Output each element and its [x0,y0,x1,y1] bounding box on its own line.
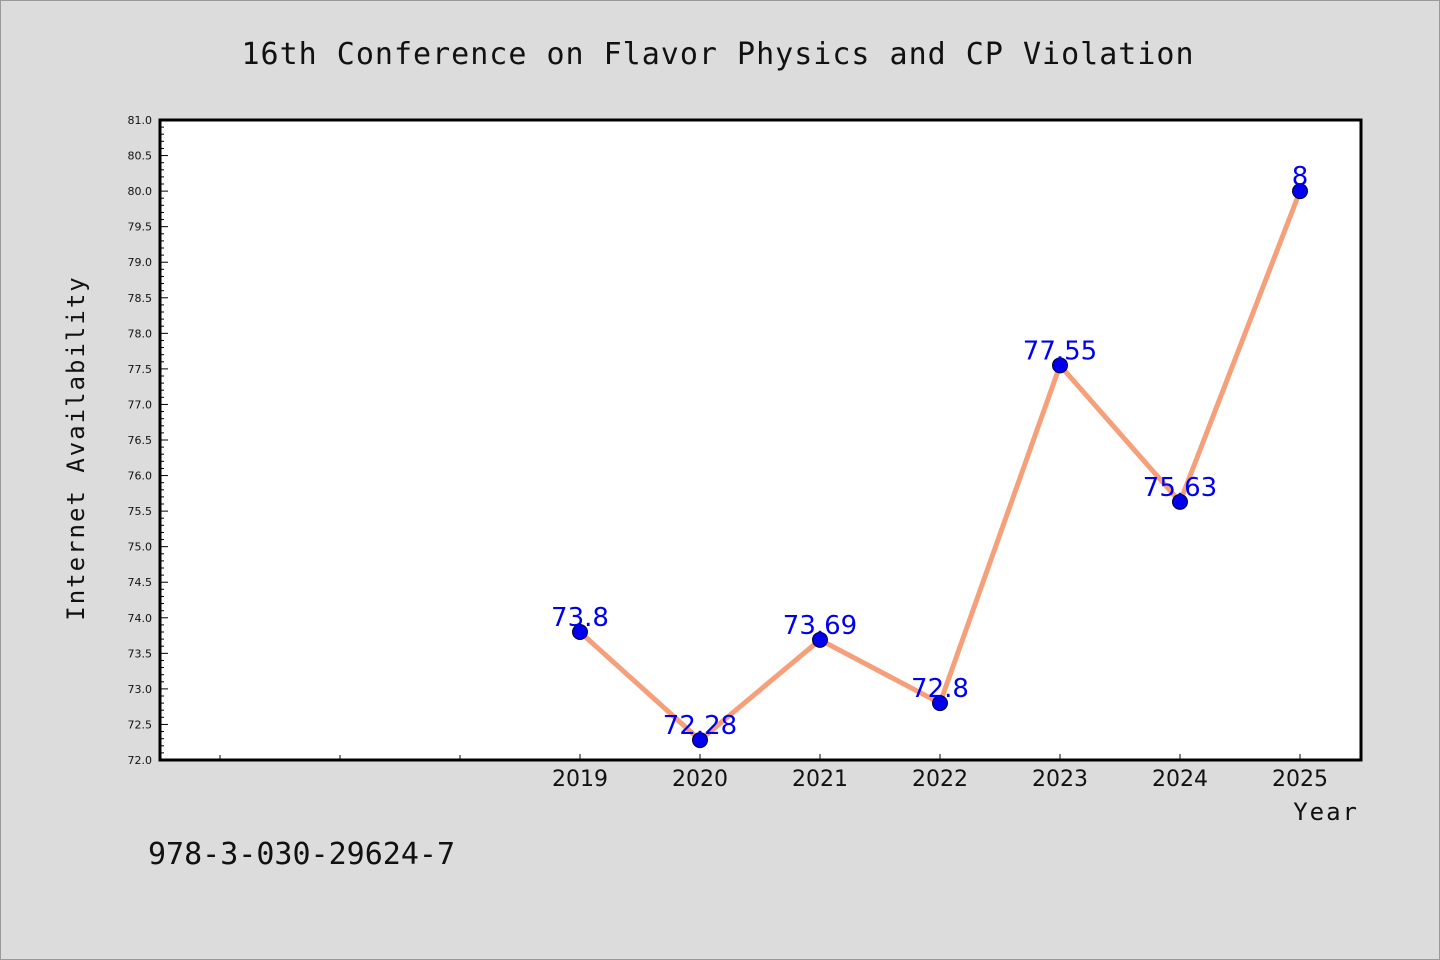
x-axis: 2019 2020 2021 2022 2023 2024 2025 [219,754,1328,792]
x-tick-label: 2022 [912,767,968,792]
data-point-marker [932,695,948,712]
x-tick-label: 2023 [1032,767,1088,792]
x-tick-label: 2024 [1152,767,1208,792]
data-labels: 73.8 72.28 73.69 72.8 77.55 75.63 8 [551,162,1308,741]
y-tick-label: 77.5 [128,363,153,376]
x-axis-label: Year [1293,798,1359,826]
data-label: 72.8 [911,674,969,704]
data-point-marker [572,624,588,640]
data-point-marker [1052,357,1068,374]
y-tick-label: 80.5 [128,150,153,163]
plot-area [158,118,1363,762]
y-tick-label: 80.0 [128,185,153,198]
x-tick-label: 2019 [552,767,608,792]
y-tick-label: 76.5 [128,434,153,447]
y-tick-label: 79.5 [128,221,153,234]
y-tick-label: 75.5 [128,505,153,518]
x-tick-label: 2025 [1272,767,1328,792]
data-label: 75.63 [1143,473,1217,503]
y-tick-label: 81.0 [128,114,153,127]
y-tick-label: 72.5 [128,718,153,731]
data-point-marker [692,732,708,749]
data-label: 8 [1292,162,1309,192]
data-point-marker [812,631,828,648]
chart-title: 16th Conference on Flavor Physics and CP… [241,37,1194,72]
y-tick-label: 72.0 [128,754,153,767]
y-tick-label: 79.0 [128,256,153,269]
x-tick-label: 2020 [672,767,728,792]
data-point-marker [1292,183,1308,200]
y-axis-label: Internet Availability [62,275,90,620]
y-tick-label: 78.5 [128,292,153,305]
y-tick-label: 73.0 [128,683,153,696]
data-label: 72.28 [663,711,737,741]
isbn-text: 978-3-030-29624-7 [148,837,455,872]
data-label: 77.55 [1023,336,1097,366]
y-tick-label: 73.5 [128,647,153,660]
y-tick-label: 78.0 [128,327,153,340]
data-label: 73.8 [551,603,609,633]
y-tick-label: 74.5 [128,576,153,589]
y-tick-label: 77.0 [128,398,153,411]
series-markers [572,183,1308,749]
y-tick-label: 76.0 [128,470,153,483]
data-label: 73.69 [783,611,857,641]
x-tick-label: 2021 [792,767,848,792]
data-point-marker [1172,493,1188,510]
y-tick-label: 74.0 [128,612,153,625]
y-tick-label: 75.0 [128,541,153,554]
y-axis: 72.0 72.5 73.0 73.5 74.0 74.5 75.0 75.5 76.0 76.5… [128,114,168,767]
